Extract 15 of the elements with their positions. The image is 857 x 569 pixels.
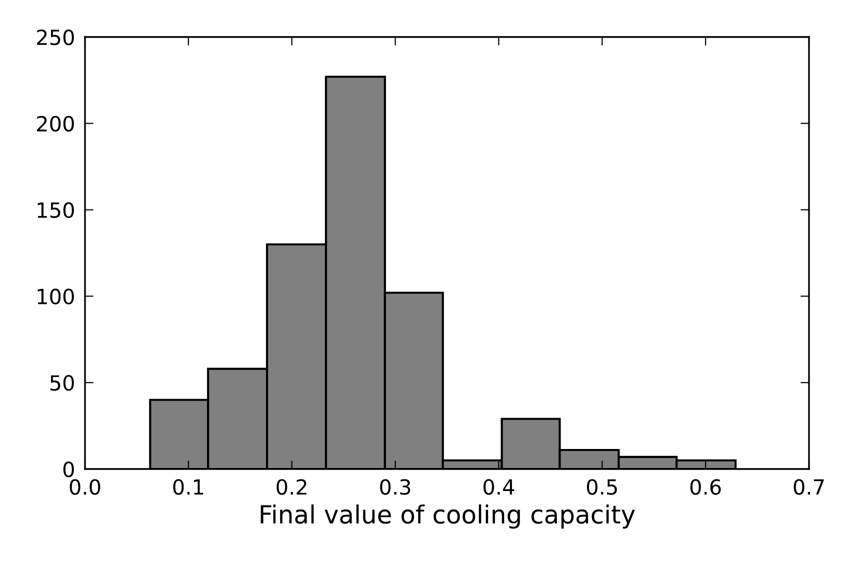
y-tick-label: 150	[38, 202, 74, 218]
x-tick-label: 0.6	[690, 479, 721, 495]
x-tick-label: 0.5	[586, 479, 617, 495]
y-tick-label: 200	[37, 116, 74, 132]
x-axis-title: Final value of cooling capacity	[260, 504, 635, 529]
x-tick-label: 0.1	[173, 479, 204, 495]
y-tick-label: 250	[37, 29, 74, 46]
y-tick-label: 100	[38, 288, 74, 304]
x-tick-label: 0.0	[70, 479, 100, 495]
x-tick-label: 0.4	[484, 479, 514, 495]
y-tick-label: 0	[63, 461, 74, 478]
x-tick-label: 0.7	[794, 479, 824, 495]
x-tick-label: 0.2	[276, 479, 306, 495]
y-tick-label: 50	[50, 375, 74, 391]
x-tick-label: 0.3	[380, 479, 410, 495]
